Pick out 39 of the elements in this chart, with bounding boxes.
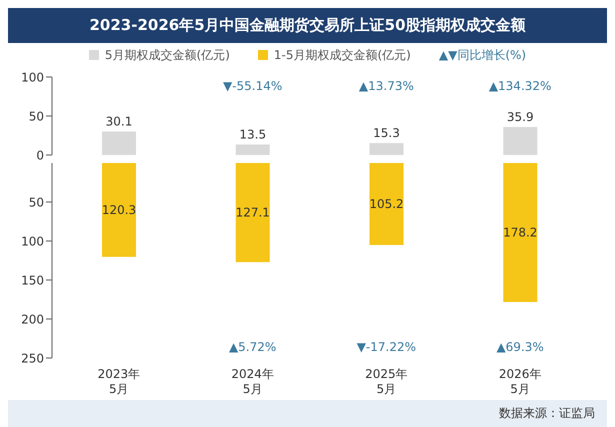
x-tick-label: 2024年5月 xyxy=(231,367,274,396)
annotation: ▲134.32% xyxy=(488,79,552,93)
data-label: 13.5 xyxy=(239,127,266,142)
y-tick-label: 100 xyxy=(21,70,44,84)
source-note: 数据来源：证监局 xyxy=(8,400,607,427)
data-label: 15.3 xyxy=(373,126,400,140)
bar xyxy=(370,143,404,155)
y-tick-label: 50 xyxy=(28,195,44,210)
y-tick-label: 200 xyxy=(21,312,44,326)
bar xyxy=(503,127,538,155)
y-tick-label: 100 xyxy=(21,234,44,248)
annotation: ▼-17.22% xyxy=(356,340,418,354)
annotation: ▼-55.14% xyxy=(222,79,284,93)
x-tick-label: 2026年5月 xyxy=(498,367,542,396)
y-tick-label: 0 xyxy=(36,148,44,162)
legend-label: 1-5月期权成交金额(亿元) xyxy=(272,46,411,64)
data-label: 105.2 xyxy=(369,197,404,212)
bar xyxy=(370,163,404,246)
data-label: 127.1 xyxy=(236,206,270,220)
bar xyxy=(236,163,270,262)
data-label: 30.1 xyxy=(106,114,132,129)
bar xyxy=(236,144,270,155)
annotation: ▲5.72% xyxy=(228,340,278,354)
bar xyxy=(102,163,136,257)
y-tick-label: 250 xyxy=(21,351,44,366)
chart-title: 2023-2026年5月中国金融期货交易所上证50股指期权成交金额 xyxy=(8,8,607,43)
bar xyxy=(102,132,136,155)
legend-label: 5月期权成交金额(亿元) xyxy=(104,46,230,64)
annotation: ▲69.3% xyxy=(495,340,545,354)
x-tick-label: 2023年5月 xyxy=(98,367,140,396)
bar xyxy=(503,163,538,302)
x-tick-label: 2025年5月 xyxy=(365,367,408,396)
y-tick-label: 50 xyxy=(28,109,44,124)
legend-title: ▲▼同比增长(%) xyxy=(438,46,526,64)
data-label: 120.3 xyxy=(102,202,136,217)
data-label: 35.9 xyxy=(506,110,534,124)
data-label: 178.2 xyxy=(503,226,538,240)
annotation: ▲13.73% xyxy=(358,79,415,93)
y-tick-label: 150 xyxy=(21,273,44,288)
